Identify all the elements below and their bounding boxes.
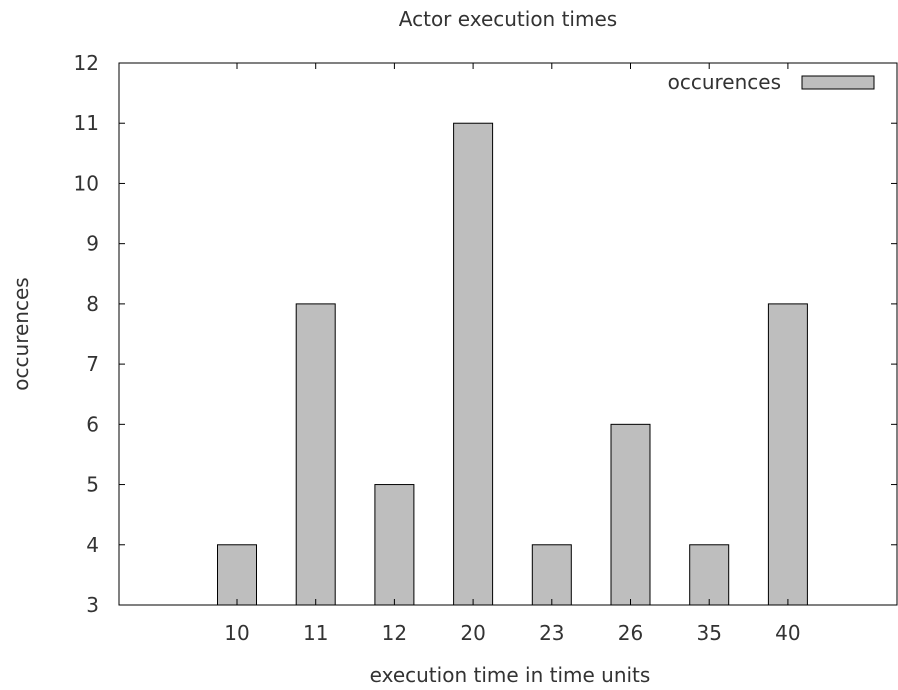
bar-40 <box>767 303 808 606</box>
x-tick-label-35: 35 <box>696 621 721 645</box>
y-ticks-group: 3 4 5 6 7 8 9 10 11 12 <box>74 51 897 617</box>
y-tick-label-11: 11 <box>74 111 99 135</box>
legend-label: occurences <box>668 70 781 94</box>
x-tick-label-20: 20 <box>460 621 485 645</box>
y-tick-label-4: 4 <box>86 533 99 557</box>
x-tick-label-10: 10 <box>224 621 249 645</box>
bar-12 <box>374 484 415 606</box>
plot-frame <box>118 62 898 606</box>
x-tick-label-23: 23 <box>539 621 564 645</box>
x-tick-label-11: 11 <box>303 621 328 645</box>
legend: occurences <box>668 70 875 94</box>
y-tick-label-8: 8 <box>86 292 99 316</box>
y-tick-label-9: 9 <box>86 232 99 256</box>
legend-swatch <box>801 75 875 90</box>
x-tick-label-40: 40 <box>775 621 800 645</box>
chart-title: Actor execution times <box>399 7 617 31</box>
x-tick-label-26: 26 <box>618 621 643 645</box>
y-tick-label-7: 7 <box>86 352 99 376</box>
x-tick-label-12: 12 <box>382 621 407 645</box>
y-tick-label-12: 12 <box>74 51 99 75</box>
x-ticks-group: 10 11 12 20 23 26 35 40 <box>224 63 801 645</box>
bar-35 <box>689 544 730 606</box>
y-tick-label-10: 10 <box>74 171 99 195</box>
bar-26 <box>610 423 651 606</box>
x-axis-label: execution time in time units <box>370 663 651 687</box>
bar-23 <box>531 544 572 606</box>
y-axis-label: occurences <box>9 277 33 390</box>
bar-10 <box>217 544 257 606</box>
y-tick-label-3: 3 <box>86 593 99 617</box>
y-tick-label-6: 6 <box>86 412 99 436</box>
bar-20 <box>453 122 494 606</box>
bars-group <box>217 122 808 606</box>
bar-11 <box>295 303 336 606</box>
y-tick-label-5: 5 <box>86 473 99 497</box>
